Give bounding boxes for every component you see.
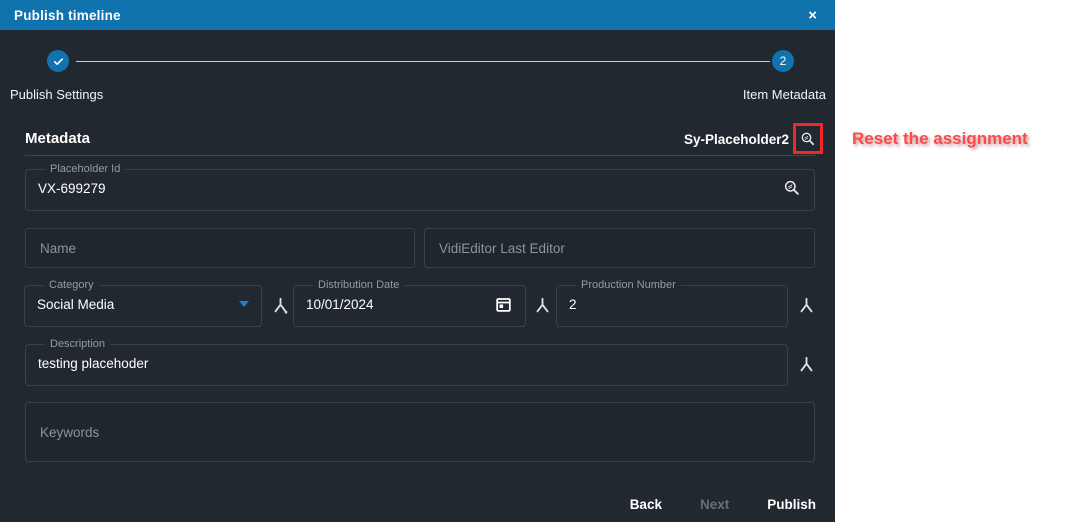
calendar-icon[interactable] [494,295,513,314]
metadata-section-heading: Metadata [25,130,91,147]
name-input[interactable] [40,240,400,256]
next-button[interactable]: Next [688,492,741,517]
placeholder-id-input[interactable] [38,180,782,196]
production-number-input[interactable] [569,296,775,312]
dialog-title: Publish timeline [14,7,121,23]
section-divider [25,155,815,156]
reset-assignment-annotation: Reset the assignment [852,129,1028,148]
merge-mapping-icon [800,356,812,371]
description-field[interactable]: Description [25,339,788,386]
search-zoom-icon [801,132,815,145]
distribution-date-field[interactable]: Distribution Date [293,280,526,327]
placeholder-id-label: Placeholder Id [50,163,121,175]
publish-timeline-dialog: Publish timeline × 2 Publish Settings It… [0,0,835,522]
distribution-date-input[interactable] [306,296,494,312]
keywords-field[interactable] [25,402,815,462]
step-1-completed-indicator [47,50,69,72]
merge-mapping-icon [274,297,287,313]
dialog-footer: Back Next Publish [618,492,828,517]
category-label: Category [49,279,94,291]
merge-mapping-icon [536,297,548,312]
production-number-label: Production Number [581,279,676,291]
stepper-connector-line [76,61,770,62]
description-input[interactable] [38,355,775,371]
reset-assignment-button[interactable] [793,123,823,154]
production-number-mapping-button[interactable] [794,293,818,317]
merge-mapping-icon [800,297,812,312]
publish-button[interactable]: Publish [755,492,828,517]
chevron-down-icon[interactable] [239,301,249,307]
back-button[interactable]: Back [618,492,674,517]
category-selected-value: Social Media [37,296,115,312]
keywords-input[interactable] [40,424,800,440]
step-1-label: Publish Settings [10,87,104,102]
assigned-placeholder-name: Sy-Placeholder2 [683,132,789,147]
close-icon[interactable]: × [804,6,821,25]
production-number-field[interactable]: Production Number [556,280,788,327]
description-label: Description [50,338,106,350]
check-icon [53,57,63,65]
dialog-titlebar: Publish timeline × [0,0,835,30]
category-select[interactable]: Category Social Media [24,280,262,327]
description-mapping-button[interactable] [794,352,818,376]
name-field[interactable] [25,228,415,268]
vidieditor-last-editor-field[interactable] [424,228,815,268]
vidieditor-last-editor-input[interactable] [439,240,800,256]
distribution-date-mapping-button[interactable] [530,293,554,317]
step-2-number: 2 [779,54,787,68]
step-2-indicator: 2 [772,50,794,72]
placeholder-search-button[interactable] [782,178,802,198]
search-zoom-icon [784,180,799,195]
step-2-label: Item Metadata [742,87,826,102]
distribution-date-label: Distribution Date [318,279,400,291]
placeholder-id-field[interactable]: Placeholder Id [25,164,815,211]
category-mapping-button[interactable] [268,293,292,317]
